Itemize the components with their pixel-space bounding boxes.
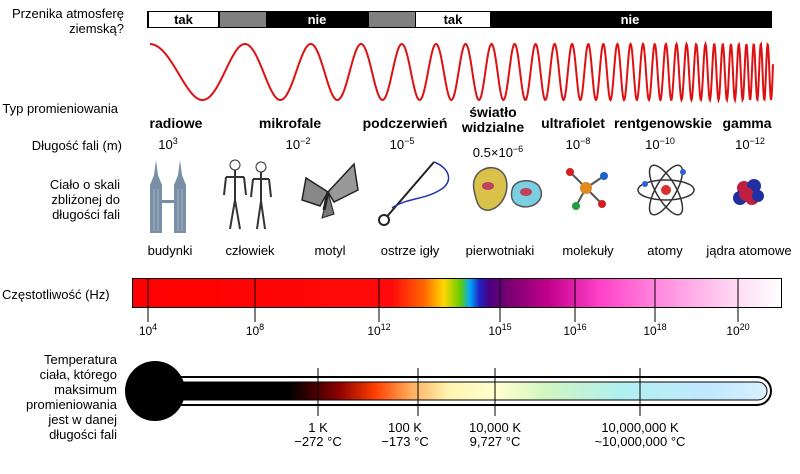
atom-icon (637, 164, 695, 216)
temperature-tick-100k: 100 K −173 °C (381, 420, 429, 449)
wave-line (150, 40, 774, 104)
wavelength-label: Długość fali (m) (31, 138, 122, 153)
band-uv-name: ultrafiolet (541, 115, 605, 131)
object-nuclei: jądra atomowe (706, 243, 792, 258)
atmosphere-segment-no-1: nie (307, 12, 327, 27)
frequency-tick-1e18: 1018 (643, 322, 667, 339)
object-molecules: molekuły (562, 243, 614, 258)
object-protozoa: pierwotniaki (465, 243, 535, 258)
size-label: Ciało o skali zbliżonej do długości fali (49, 177, 120, 222)
wavelength-gamma: 10−12 (735, 136, 765, 153)
wavelength-microwave: 10−2 (285, 136, 311, 153)
band-gamma-name: gamma (722, 115, 772, 131)
band-visible-name: światło widzialne (461, 104, 525, 135)
frequency-tick-1e20: 1020 (726, 322, 750, 339)
skyscraper-icon (150, 160, 186, 233)
frequency-tick-1e16: 1016 (563, 322, 587, 339)
atmosphere-segment-yes-2: tak (416, 12, 490, 27)
frequency-spectrum-bar (132, 278, 782, 308)
atmosphere-label: Przenika atmosferę ziemską? (12, 6, 124, 36)
needle-icon (378, 161, 450, 226)
temperature-tick-1k: 1 K −272 °C (294, 420, 342, 449)
temperature-tick-10000k: 10,000 K 9,727 °C (468, 420, 522, 449)
wavelength-visible: 0.5×10−6 (472, 144, 524, 161)
band-infrared-name: podczerwień (362, 115, 448, 131)
protozoa-icon (472, 167, 543, 211)
wavelength-infrared: 10−5 (389, 136, 415, 153)
object-buildings: budynki (147, 243, 193, 258)
wavelength-xray: 10−10 (645, 136, 675, 153)
molecule-icon (566, 168, 608, 210)
temperature-label: Temperatura ciała, którego maksimum prom… (25, 352, 117, 442)
wavelength-uv: 10−8 (565, 136, 591, 153)
wavelength-radio: 103 (158, 136, 178, 153)
atmosphere-segment-no-2: nie (620, 12, 640, 27)
band-radio-name: radiowe (149, 115, 203, 131)
butterfly-icon (301, 162, 359, 219)
frequency-tick-1e15: 1015 (488, 322, 512, 339)
frequency-tick-1e12: 1012 (367, 322, 391, 339)
frequency-label: Częstotliwość (Hz) (2, 287, 110, 302)
frequency-tick-1e8: 108 (245, 322, 265, 339)
band-microwave-name: mikrofale (258, 115, 322, 131)
atmosphere-segment-yes-1: tak (149, 12, 218, 27)
atmosphere-segment-partial-1 (220, 12, 266, 27)
temperature-tick-10000000k: 10,000,000 K ~10,000,000 °C (594, 420, 686, 449)
type-label: Typ promieniowania (2, 101, 118, 116)
object-human: człowiek (225, 243, 275, 258)
atmosphere-segment-partial-2 (369, 12, 415, 27)
object-needle-tip: ostrze igły (380, 243, 440, 258)
frequency-tick-1e4: 104 (138, 322, 158, 339)
object-butterfly: motyl (314, 243, 346, 258)
nucleus-icon (733, 179, 764, 205)
humans-icon (223, 159, 272, 230)
object-atoms: atomy (647, 243, 683, 258)
band-xray-name: rentgenowskie (613, 115, 713, 131)
